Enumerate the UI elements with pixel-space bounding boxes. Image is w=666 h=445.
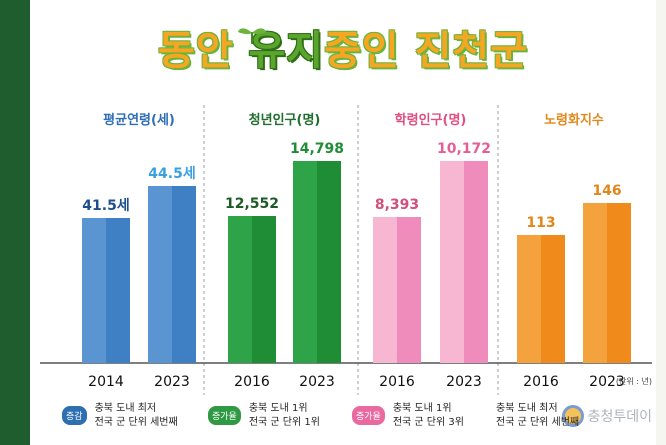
bar-shade [252, 216, 276, 363]
x-tick-label: 2023 [589, 374, 625, 390]
title-part4: 진천군 [414, 28, 529, 74]
panel-label: 청년인구(명) [249, 112, 321, 128]
note-line: 전국 군 단위 3위 [392, 417, 464, 428]
title-part1: 동안 [157, 28, 249, 74]
bar-shade [317, 161, 341, 363]
data-label: 10,172 [437, 141, 491, 157]
note-line: 전국 군 단위 1위 [248, 417, 320, 428]
left-border [0, 0, 30, 445]
title-part3: 중인 [324, 28, 415, 74]
sprout-icon [238, 28, 266, 44]
data-label: 14,798 [290, 141, 344, 157]
data-label: 41.5세 [82, 198, 129, 214]
x-tick-label: 2014 [88, 374, 124, 390]
x-tick-label: 2023 [299, 374, 335, 390]
bar-shade [106, 218, 130, 363]
page-title: 동안 유지중인 진천군 [30, 18, 656, 76]
right-border [656, 0, 666, 445]
change-badge: 증감 [62, 406, 87, 425]
data-label: 146 [592, 183, 621, 199]
x-tick-label: 2016 [379, 374, 415, 390]
note-line: 충북 도내 1위 [392, 403, 452, 414]
bar-shade [607, 203, 631, 363]
watermark-logo-icon [561, 405, 584, 427]
panel-label: 노령화지수 [544, 112, 604, 128]
bar-shade [541, 235, 565, 363]
x-tick-label: 2016 [234, 374, 270, 390]
bar-shade [397, 217, 421, 363]
bar-shade [172, 186, 196, 363]
bar-shade [464, 161, 488, 363]
panel-label: 학령인구(명) [395, 112, 467, 128]
watermark: 충청투데이 [561, 405, 652, 427]
data-label: 8,393 [375, 197, 419, 213]
note-line: 전국 군 단위 세번째 [496, 417, 580, 428]
note-line: 충북 도내 최저 [94, 403, 157, 414]
title-part2: 유지 [248, 28, 325, 74]
x-tick-label: 2023 [154, 374, 190, 390]
panel-label: 평균연령(세) [103, 112, 175, 128]
x-tick-label: 2023 [446, 374, 482, 390]
note-line: 전국 군 단위 세번째 [94, 417, 178, 428]
data-label: 113 [526, 215, 555, 231]
unit-note: (단위 : 년) [615, 377, 652, 386]
change-badge: 증가율 [208, 406, 241, 425]
data-label: 44.5세 [148, 166, 195, 182]
watermark-text: 충청투데이 [587, 409, 652, 425]
change-badge: 증가율 [352, 406, 385, 425]
note-line: 충북 도내 최저 [496, 403, 558, 414]
note-line: 충북 도내 1위 [248, 403, 308, 414]
data-label: 12,552 [225, 196, 279, 212]
x-tick-label: 2016 [523, 374, 559, 390]
